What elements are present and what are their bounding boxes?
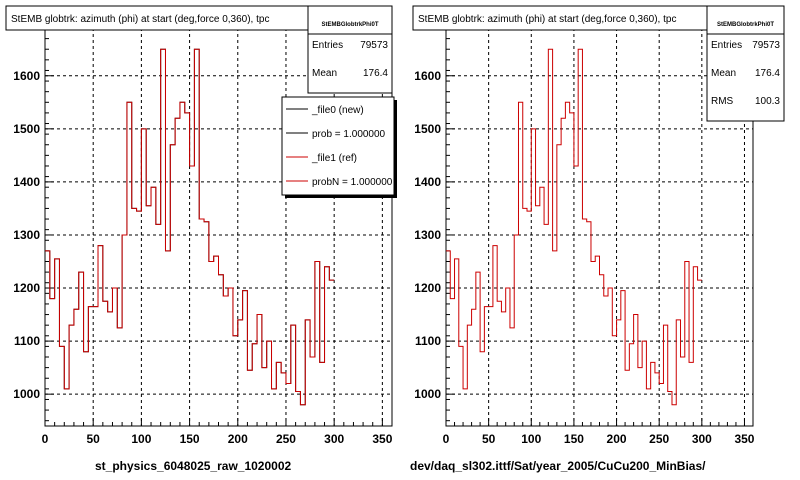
y-tick-label: 1600 [13, 69, 40, 83]
y-tick-label: 1600 [414, 69, 441, 83]
x-tick-label: 300 [324, 432, 344, 446]
legend-entry-label: _file1 (ref) [311, 153, 357, 164]
y-tick-label: 1400 [13, 175, 40, 189]
y-tick-label: 1100 [14, 334, 40, 348]
x-tick-label: 50 [482, 432, 496, 446]
footer-label: st_physics_6048025_raw_1020002 [95, 459, 291, 473]
y-tick-label: 1400 [414, 175, 441, 189]
legend-entry-label: _file0 (new) [311, 105, 364, 116]
stats-label: Mean [711, 68, 736, 79]
y-tick-label: 1500 [414, 122, 441, 136]
x-tick-label: 350 [734, 432, 754, 446]
y-tick-label: 1200 [13, 281, 40, 295]
stats-name: StEMBGlobtrkPhi0T [717, 22, 774, 28]
x-tick-label: 200 [228, 432, 248, 446]
stats-label: RMS [711, 96, 734, 107]
x-tick-label: 150 [180, 432, 200, 446]
y-tick-label: 1000 [13, 387, 40, 401]
x-tick-label: 0 [443, 432, 450, 446]
stats-value: 79573 [360, 40, 388, 51]
y-tick-label: 1300 [13, 228, 40, 242]
stats-label: Entries [312, 40, 343, 51]
histogram-series-1 [45, 48, 335, 406]
histogram-title: StEMB globtrk: azimuth (phi) at start (d… [11, 14, 269, 25]
stats-name: StEMBGlobtrkPhi0T [321, 22, 378, 28]
legend-entry-label: probN = 1.000000 [312, 177, 393, 188]
y-tick-label: 1500 [13, 122, 40, 136]
stats-box [307, 5, 393, 94]
x-tick-label: 350 [372, 432, 392, 446]
stats-value: 79573 [752, 40, 780, 51]
left-histogram-panel: 0 50 100 150 200 250 300 350 1000 1100 1200 1300 140… [5, 5, 397, 473]
x-tick-label: 100 [521, 432, 541, 446]
histogram-title: StEMB globtrk: azimuth (phi) at start (d… [418, 14, 676, 25]
title-box [412, 5, 708, 31]
x-tick-label: 150 [564, 432, 584, 446]
histogram-series-0 [446, 48, 702, 406]
stats-label: Entries [711, 40, 742, 51]
right-histogram-panel: 0 50 100 150 200 250 300 350 1000 1100 1200 1300 140… [410, 5, 785, 473]
legend-box [281, 96, 395, 196]
stats-value: 100.3 [755, 96, 780, 107]
legend-entry-label: prob = 1.000000 [312, 129, 386, 140]
x-tick-label: 250 [276, 432, 296, 446]
stats-value: 176.4 [755, 68, 780, 79]
y-tick-label: 1200 [414, 281, 441, 295]
footer-label: dev/daq_sl302.ittf/Sat/year_2005/CuCu200… [410, 459, 706, 473]
stats-value: 176.4 [363, 68, 388, 79]
stats-label: Mean [312, 68, 337, 79]
x-tick-label: 250 [649, 432, 669, 446]
x-tick-label: 0 [42, 432, 49, 446]
x-tick-label: 100 [131, 432, 151, 446]
y-tick-label: 1300 [414, 228, 441, 242]
stats-box [706, 5, 785, 122]
y-tick-label: 1100 [415, 334, 441, 348]
x-tick-label: 300 [692, 432, 712, 446]
x-tick-label: 200 [607, 432, 627, 446]
y-tick-label: 1000 [414, 387, 441, 401]
title-box [5, 5, 309, 31]
x-tick-label: 50 [87, 432, 101, 446]
